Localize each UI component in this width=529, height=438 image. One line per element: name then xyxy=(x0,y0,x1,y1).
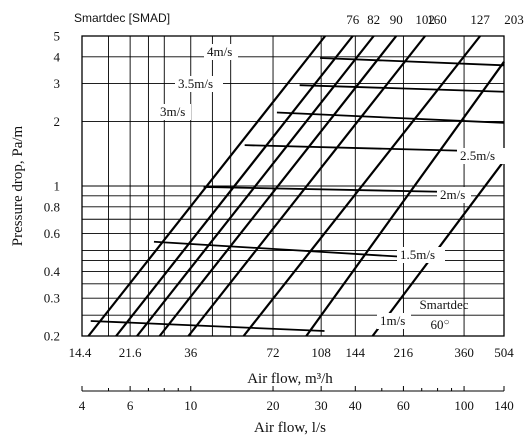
y-tick-label: 2 xyxy=(54,114,61,129)
velocity-label-bg xyxy=(204,44,238,60)
x-tick-label: 72 xyxy=(267,345,280,360)
annotation-size: 60○ xyxy=(430,317,449,332)
y-tick-label: 3 xyxy=(54,76,61,91)
y-tick-label: 0.6 xyxy=(44,226,61,241)
x-axis-title: Air flow, m³/h xyxy=(247,371,333,387)
velocity-label: 3.5m/s xyxy=(178,76,213,91)
series-title: Smartdec [SMAD] xyxy=(74,11,170,25)
top-tick-label: 90 xyxy=(390,12,403,27)
velocity-label-bg xyxy=(397,247,445,263)
top-tick-label: 82 xyxy=(367,12,380,27)
x-tick-label: 504 xyxy=(494,345,514,360)
velocity-label: 2m/s xyxy=(440,187,465,202)
y-tick-label: 0.8 xyxy=(44,199,60,214)
labels: Smartdec [SMAD] Pressure drop, Pa/m Air … xyxy=(10,11,524,436)
x2-tick-label: 4 xyxy=(79,398,86,413)
velocity-line xyxy=(299,84,505,93)
velocity-line xyxy=(153,240,403,258)
velocity-label: 1.5m/s xyxy=(400,247,435,262)
y-tick-label: 4 xyxy=(54,49,61,64)
y-tick-label: 0.4 xyxy=(44,264,61,279)
x-tick-label: 360 xyxy=(454,345,474,360)
top-tick-label: 102 xyxy=(415,12,435,27)
velocity-label-bg xyxy=(457,148,505,164)
plot-frame xyxy=(81,35,505,337)
y-tick-label: 5 xyxy=(54,29,61,44)
velocity-label: 3m/s xyxy=(160,104,185,119)
velocity-label-bg xyxy=(175,76,223,92)
velocity-label-bg xyxy=(437,187,471,203)
top-tick-label: 76 xyxy=(346,12,360,27)
x2-tick-label: 100 xyxy=(454,398,474,413)
diameter-line-160 xyxy=(305,61,505,337)
diameter-line-102 xyxy=(187,35,426,337)
velocity-line xyxy=(320,57,505,67)
annotation-product: Smartdec xyxy=(419,297,468,312)
velocity-line xyxy=(90,320,325,332)
velocity-line xyxy=(203,186,441,193)
x-tick-label: 144 xyxy=(346,345,366,360)
x2-tick-label: 30 xyxy=(315,398,328,413)
y-tick-label: 1 xyxy=(54,179,61,194)
top-tick-label: 127 xyxy=(470,12,490,27)
y-tick-label: 0.2 xyxy=(44,329,60,344)
top-tick-label: 203 xyxy=(504,12,524,27)
diameter-line-127 xyxy=(242,35,481,337)
x2-tick-label: 40 xyxy=(349,398,362,413)
velocity-line xyxy=(276,111,505,124)
x-tick-label: 14.4 xyxy=(69,345,92,360)
diameter-line-60 xyxy=(87,35,327,337)
velocity-label: 1m/s xyxy=(380,313,405,328)
x-tick-label: 108 xyxy=(311,345,331,360)
velocity-label-bg xyxy=(157,104,191,120)
x2-tick-label: 10 xyxy=(184,398,197,413)
velocity-label-bg xyxy=(377,313,411,329)
x-tick-label: 216 xyxy=(394,345,414,360)
series-lines xyxy=(87,35,505,337)
x2-tick-label: 60 xyxy=(397,398,410,413)
x-tick-label: 36 xyxy=(184,345,198,360)
diameter-line-90 xyxy=(158,35,398,337)
x2-axis-title: Air flow, l/s xyxy=(254,420,326,436)
velocity-label: 2.5m/s xyxy=(460,148,495,163)
velocity-line xyxy=(244,144,487,153)
y-tick-label: 0.3 xyxy=(44,291,60,306)
velocity-label: 4m/s xyxy=(207,44,232,59)
x2-tick-label: 6 xyxy=(127,398,134,413)
x2-tick-label: 20 xyxy=(267,398,280,413)
grid xyxy=(81,35,505,392)
x2-tick-label: 140 xyxy=(494,398,514,413)
x-tick-label: 21.6 xyxy=(119,345,142,360)
top-tick-label: 160 xyxy=(427,12,447,27)
y-axis-title: Pressure drop, Pa/m xyxy=(10,125,26,246)
